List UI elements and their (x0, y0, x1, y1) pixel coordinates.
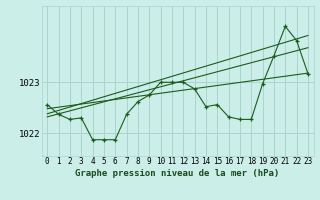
X-axis label: Graphe pression niveau de la mer (hPa): Graphe pression niveau de la mer (hPa) (76, 169, 280, 178)
